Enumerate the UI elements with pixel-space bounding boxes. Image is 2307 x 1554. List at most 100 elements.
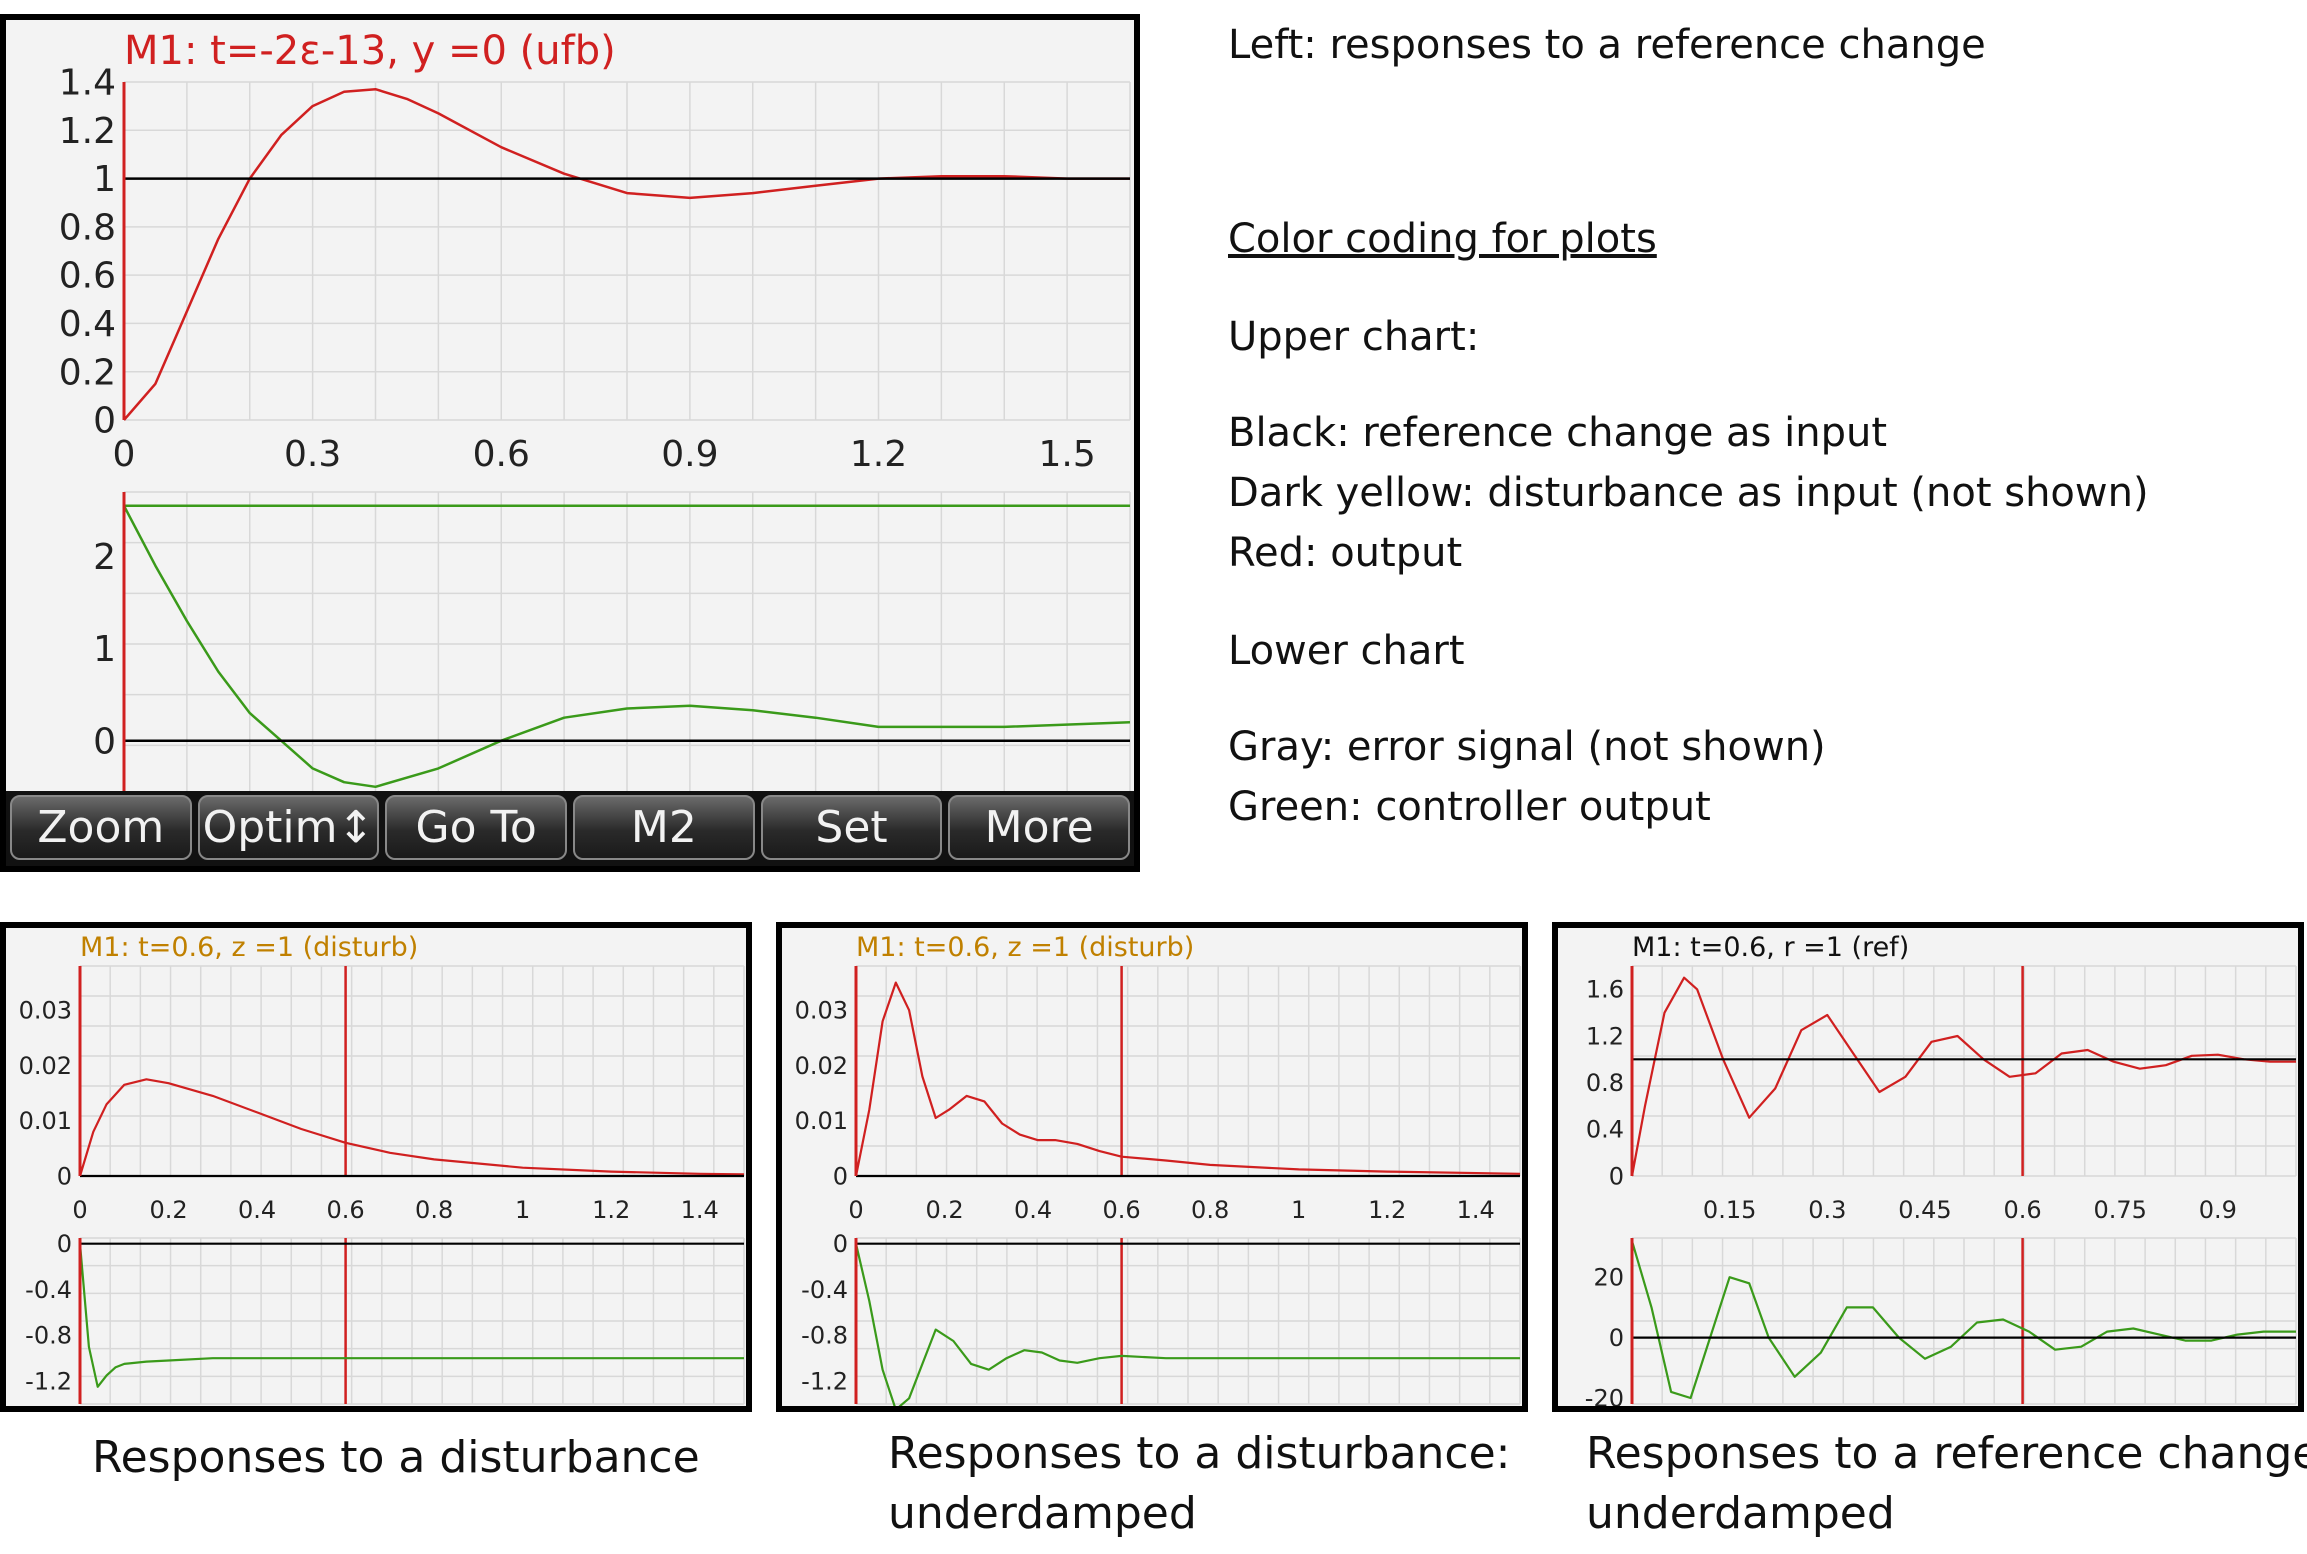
x-tick-label: 0.2 (925, 1196, 963, 1224)
y-tick-label: -1.2 (25, 1368, 72, 1396)
series-line (78, 1243, 744, 1388)
caption-disturbance-underdamped: Responses to a disturbance: underdamped (888, 1428, 1511, 1539)
y-tick-label: 1 (93, 629, 116, 670)
x-tick-label: 0 (113, 434, 136, 475)
main-plot: M1: t=-2ε-13, y =0 (ufb) 0 0.2 0.4 0.6 0.8 1 1.… (6, 20, 1134, 798)
series-line (854, 981, 1521, 1177)
y-tick-label: 0 (1609, 1162, 1624, 1190)
x-tick-label: 0.3 (284, 434, 341, 475)
y-tick-label: 0.4 (1586, 1116, 1624, 1144)
plot-header: M1: t=0.6, z =1 (disturb) (856, 932, 1194, 963)
plot-background (6, 20, 1134, 798)
caption-disturbance: Responses to a disturbance (92, 1432, 700, 1483)
legend-green: Green: controller output (1228, 784, 1711, 830)
y-tick-label: 0 (57, 1162, 72, 1190)
y-tick-label: 0 (833, 1230, 848, 1258)
x-tick-label: 0.6 (327, 1196, 365, 1224)
x-tick-label: 1 (1291, 1196, 1306, 1224)
y-tick-label: 0.8 (1586, 1069, 1624, 1097)
y-tick-label: -20 (1585, 1384, 1624, 1406)
disturbance-panel: M1: t=0.6, z =1 (disturb) 0 0.01 0.02 0.03 0 0… (0, 922, 752, 1412)
y-tick-label: 1.6 (1586, 976, 1624, 1004)
disturbance-underdamped-plot: M1: t=0.6, z =1 (disturb)00.010.020.030 0… (782, 928, 1522, 1406)
y-tick-label: 1.2 (1586, 1022, 1624, 1050)
y-tick-label: 1.2 (59, 111, 116, 152)
disturbance-plot: M1: t=0.6, z =1 (disturb)00.010.020.030 0… (6, 928, 746, 1406)
series-line (854, 1243, 1520, 1406)
x-tick-label: 0.2 (149, 1196, 187, 1224)
y-tick-label: 0.6 (59, 256, 116, 297)
disturbance-underdamped-panel: M1: t=0.6, z =1 (disturb) 0 0.01 0.02 0.03 0 0… (776, 922, 1528, 1412)
plot-header: M1: t=0.6, r =1 (ref) (1632, 932, 1909, 963)
y-tick-label: 0.2 (59, 352, 116, 393)
x-tick-label: 0.3 (1808, 1196, 1846, 1224)
x-tick-label: 0.8 (415, 1196, 453, 1224)
y-tick-label: 0.03 (795, 997, 848, 1025)
series-line (1630, 976, 2296, 1177)
legend-red: Red: output (1228, 530, 1463, 576)
y-tick-label: 0.02 (19, 1052, 72, 1080)
y-tick-label: -1.2 (801, 1368, 848, 1396)
y-tick-label: -0.8 (801, 1322, 848, 1350)
series-line (78, 1078, 745, 1177)
optim-softkey[interactable]: Optim↕ (197, 795, 380, 860)
m2-softkey[interactable]: M2 (573, 795, 755, 860)
legend-yellow: Dark yellow: disturbance as input (not s… (1228, 470, 2149, 516)
y-tick-label: 0 (93, 401, 116, 442)
x-tick-label: 1 (515, 1196, 530, 1224)
y-tick-label: -0.8 (25, 1322, 72, 1350)
x-tick-label: 0 (848, 1196, 863, 1224)
x-tick-label: 1.2 (592, 1196, 630, 1224)
x-tick-label: 0.6 (1103, 1196, 1141, 1224)
reference-underdamped-plot: M1: t=0.6, r =1 (ref) 0 0.4 0.8 1.2 1.6 0.15 0.… (1558, 928, 2298, 1406)
x-tick-label: 0.6 (2004, 1196, 2042, 1224)
plot-header: M1: t=0.6, z =1 (disturb) (80, 932, 418, 963)
main-calculator-screen: M1: t=-2ε-13, y =0 (ufb) 0 0.2 0.4 0.6 0.8 1 1.… (0, 14, 1140, 872)
y-tick-label: 0 (57, 1230, 72, 1258)
y-tick-label: 0.01 (795, 1107, 848, 1135)
caption-reference-underdamped: Responses to a reference change: underda… (1586, 1428, 2307, 1539)
plot-background (1558, 928, 2298, 1406)
x-tick-label: 0 (72, 1196, 87, 1224)
y-tick-label: 0 (1609, 1324, 1624, 1352)
set-softkey[interactable]: Set (760, 795, 943, 860)
x-tick-label: 0.6 (473, 434, 530, 475)
more-softkey[interactable]: More (948, 795, 1131, 860)
y-tick-label: 0.03 (19, 997, 72, 1025)
y-tick-label: 0 (833, 1162, 848, 1190)
x-tick-label: 0.4 (1014, 1196, 1052, 1224)
x-tick-label: 1.4 (681, 1196, 719, 1224)
legend-heading: Color coding for plots (1228, 216, 1657, 262)
x-tick-label: 0.8 (1191, 1196, 1229, 1224)
x-tick-label: 1.4 (1457, 1196, 1495, 1224)
x-tick-label: 1.2 (850, 434, 907, 475)
y-tick-label: 1.4 (59, 63, 116, 104)
reference-underdamped-panel: M1: t=0.6, r =1 (ref) 0 0.4 0.8 1.2 1.6 0.15 0.… (1552, 922, 2304, 1412)
goto-softkey[interactable]: Go To (385, 795, 568, 860)
x-tick-label: 0.4 (238, 1196, 276, 1224)
y-tick-label: -0.4 (25, 1276, 72, 1304)
zoom-softkey[interactable]: Zoom (10, 795, 192, 860)
x-tick-label: 0.45 (1898, 1196, 1951, 1224)
legend-gray: Gray: error signal (not shown) (1228, 724, 1826, 770)
legend-lower-title: Lower chart (1228, 628, 1465, 674)
y-tick-label: 0.02 (795, 1052, 848, 1080)
softkey-bar: Zoom Optim↕ Go To M2 Set More (6, 791, 1134, 866)
y-tick-label: 1 (93, 159, 116, 200)
series-line (122, 505, 1131, 789)
plot-background (6, 928, 746, 1406)
y-tick-label: 0.01 (19, 1107, 72, 1135)
y-tick-label: 2 (93, 537, 116, 578)
x-tick-label: 1.5 (1038, 434, 1095, 475)
plot-background (782, 928, 1522, 1406)
legend-black: Black: reference change as input (1228, 410, 1888, 456)
legend-upper-title: Upper chart: (1228, 314, 1480, 360)
x-tick-label: 0.9 (661, 434, 718, 475)
x-tick-label: 0.9 (2199, 1196, 2237, 1224)
y-tick-label: 0.8 (59, 207, 116, 248)
x-tick-label: 1.2 (1368, 1196, 1406, 1224)
y-tick-label: 20 (1593, 1264, 1624, 1292)
y-tick-label: 0.4 (59, 304, 116, 345)
y-tick-label: 0 (93, 721, 116, 762)
y-tick-label: -0.4 (801, 1276, 848, 1304)
